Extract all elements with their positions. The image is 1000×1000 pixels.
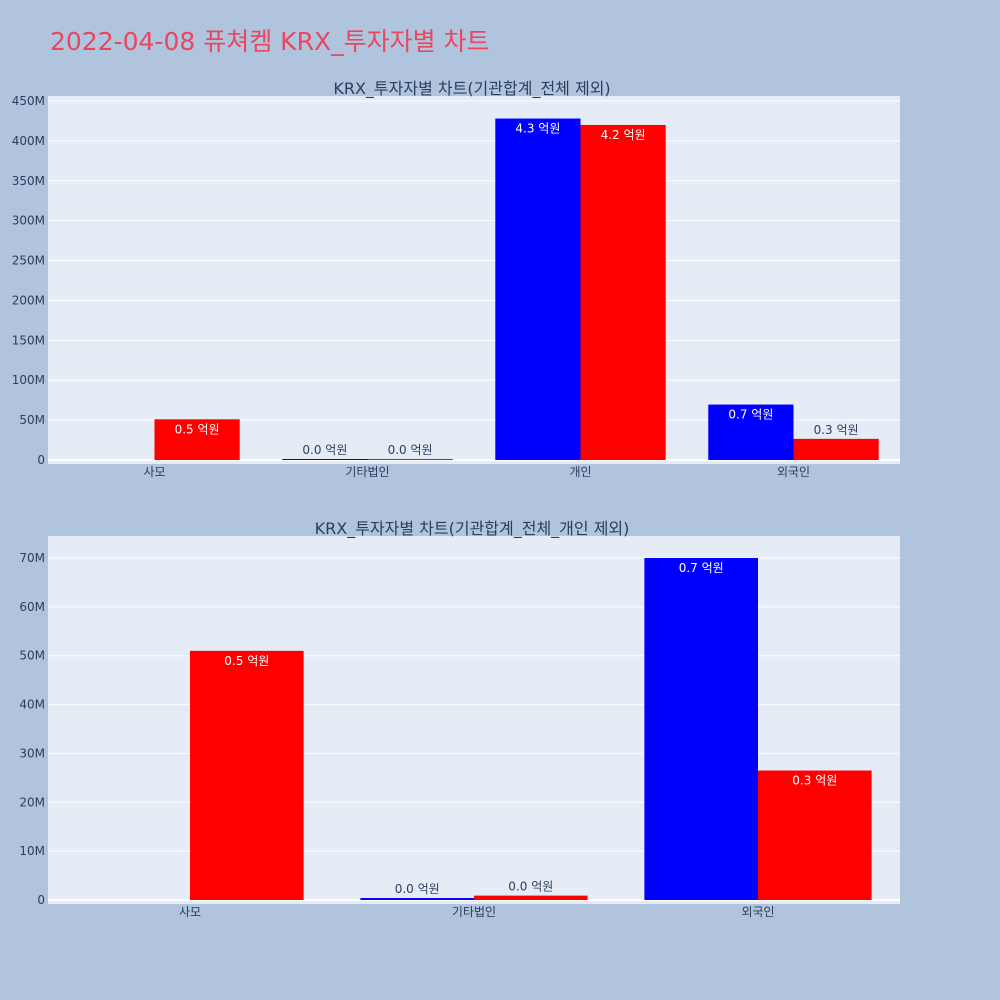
bar-label: 0.3 억원 — [814, 423, 859, 437]
bar — [708, 404, 794, 460]
y-tick-label: 400M — [12, 134, 45, 148]
x-tick-labels: 사모 기타법인 외국인 — [179, 905, 775, 919]
bar-label: 0.0 억원 — [388, 443, 433, 457]
chart-investor-excl-individual: 0.5 억원 0.0 억원 0.0 억원 0.7 억원 0.3 억원 0 10M 20M 30… — [19, 519, 900, 919]
page-title: 2022-04-08 퓨쳐켐 KRX_투자자별 차트 — [50, 27, 490, 56]
y-tick-labels: 0 10M 20M 30M 40M 50M 60M 70M — [19, 551, 45, 907]
bar-label: 0.5 억원 — [224, 654, 269, 668]
chart-title: KRX_투자자별 차트(기관합계_전체 제외) — [333, 79, 610, 99]
bar — [644, 558, 758, 900]
y-tick-label: 0 — [37, 893, 45, 907]
y-tick-label: 70M — [19, 551, 45, 565]
y-tick-label: 150M — [12, 333, 45, 347]
y-tick-label: 200M — [12, 293, 45, 307]
bar — [154, 419, 240, 460]
chart-investor-all: 0.5 억원 0.0 억원 0.0 억원 4.3 억원 4.2 억원 0.7 억원 0.3 … — [12, 79, 900, 479]
y-tick-label: 10M — [19, 844, 45, 858]
bar — [495, 118, 581, 460]
bar-labels: 0.5 억원 0.0 억원 0.0 억원 4.3 억원 4.2 억원 0.7 억원 0.3 … — [175, 122, 859, 457]
x-tick-label: 외국인 — [777, 465, 810, 479]
bar-labels: 0.5 억원 0.0 억원 0.0 억원 0.7 억원 0.3 억원 — [224, 561, 837, 896]
bar-label: 4.3 억원 — [515, 122, 560, 136]
y-tick-label: 40M — [19, 698, 45, 712]
bar-label: 0.7 억원 — [679, 561, 724, 575]
chart-title: KRX_투자자별 차트(기관합계_전체_개인 제외) — [315, 519, 630, 539]
bar — [474, 895, 588, 900]
bar — [282, 459, 368, 460]
y-tick-label: 30M — [19, 746, 45, 760]
x-tick-label: 사모 — [179, 905, 201, 919]
bar-label: 4.2 억원 — [601, 128, 646, 142]
y-tick-labels: 0 50M 100M 150M 200M 250M 300M 350M 400M 450M — [12, 94, 45, 467]
y-tick-label: 20M — [19, 795, 45, 809]
y-tick-label: 100M — [12, 373, 45, 387]
bar — [758, 770, 872, 900]
x-tick-label: 사모 — [143, 465, 165, 479]
bar-label: 0.0 억원 — [508, 880, 553, 894]
y-tick-label: 50M — [19, 413, 45, 427]
plot-area — [48, 96, 900, 464]
x-tick-label: 기타법인 — [452, 905, 496, 919]
bar-label: 0.3 억원 — [792, 774, 837, 788]
bar-label: 0.5 억원 — [175, 422, 220, 436]
y-tick-label: 350M — [12, 174, 45, 188]
x-tick-label: 개인 — [569, 465, 591, 479]
bar — [360, 898, 474, 900]
x-tick-label: 기타법인 — [345, 465, 389, 479]
bar — [580, 124, 666, 460]
y-tick-label: 300M — [12, 214, 45, 228]
bar — [367, 459, 453, 460]
y-tick-label: 250M — [12, 254, 45, 268]
bars — [154, 118, 879, 460]
bar-label: 0.0 억원 — [395, 882, 440, 896]
bar-label: 0.7 억원 — [728, 408, 773, 422]
bar — [190, 650, 304, 900]
y-tick-label: 0 — [37, 453, 45, 467]
bar-label: 0.0 억원 — [302, 443, 347, 457]
y-tick-label: 50M — [19, 649, 45, 663]
bars — [190, 558, 872, 900]
y-tick-label: 450M — [12, 94, 45, 108]
x-tick-label: 외국인 — [741, 905, 774, 919]
y-tick-label: 60M — [19, 600, 45, 614]
x-tick-labels: 사모 기타법인 개인 외국인 — [143, 465, 810, 479]
bar — [793, 438, 879, 460]
